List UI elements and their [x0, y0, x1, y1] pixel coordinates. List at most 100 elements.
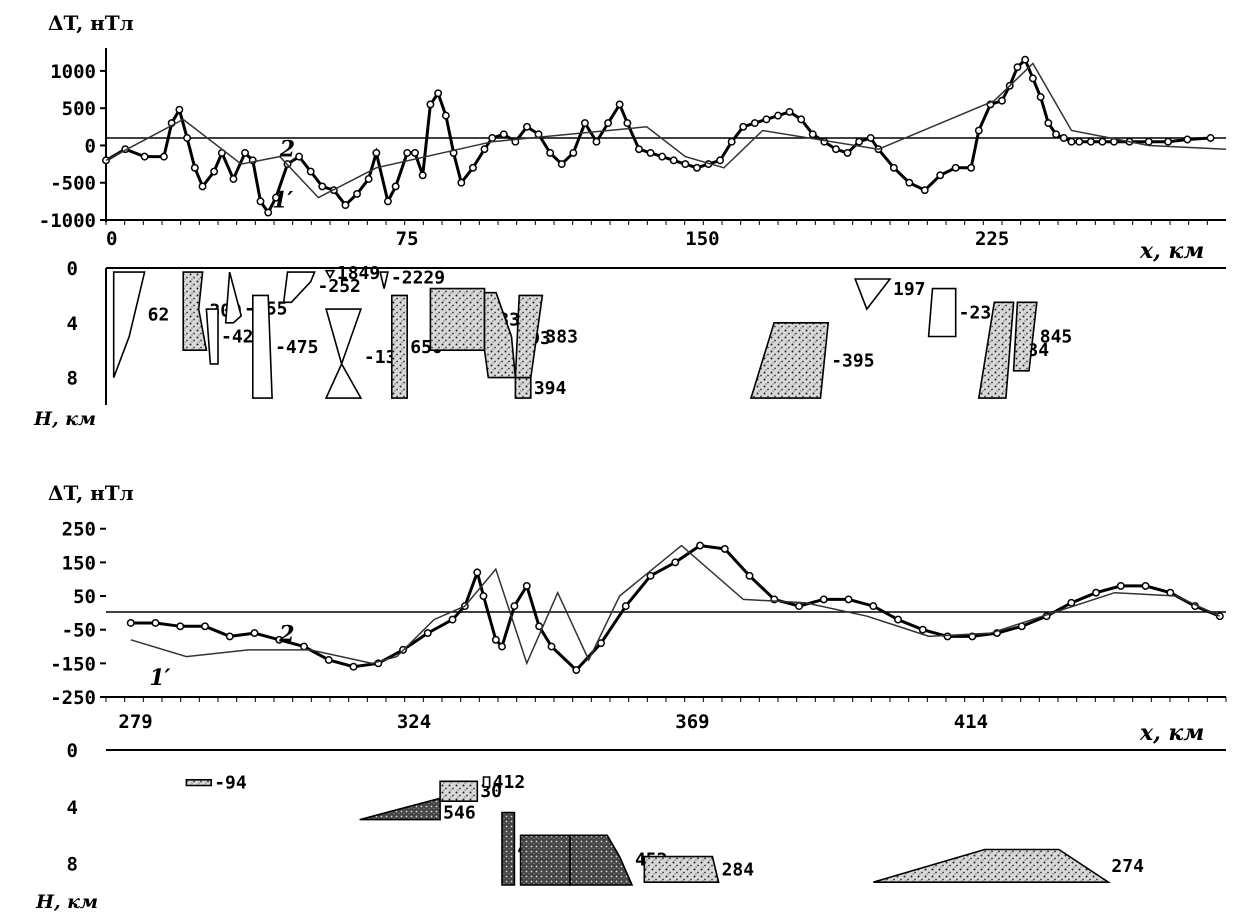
observed-point — [403, 148, 412, 157]
observed-point — [951, 163, 960, 172]
body-label: 197 — [893, 279, 926, 300]
depth-tick-label: 0 — [67, 258, 78, 280]
observed-point — [510, 602, 519, 611]
source-body — [873, 848, 1112, 884]
x-tick-label: 279 — [118, 711, 152, 733]
body-label: -475 — [275, 337, 318, 358]
body-label: -252 — [318, 276, 361, 297]
observed-point — [669, 156, 678, 165]
observed-point — [869, 602, 878, 611]
top-depth-axis-label: H, км — [33, 408, 96, 430]
observed-point — [523, 122, 531, 131]
observed-point — [140, 152, 149, 161]
depth-tick-label: 0 — [67, 740, 78, 762]
observed-point — [300, 642, 308, 651]
observed-point — [1044, 119, 1053, 128]
source-body — [359, 797, 441, 821]
observed-point — [623, 119, 632, 128]
observed-point — [175, 105, 184, 114]
body-label: 412 — [493, 772, 526, 793]
x-tick-label: 150 — [685, 228, 719, 250]
observed-point — [1206, 134, 1215, 142]
source-body — [112, 271, 146, 378]
top-y-ticks: 1000 500 0 -500 -1000 — [39, 61, 106, 232]
x-tick-label: 0 — [106, 228, 117, 250]
observed-point — [198, 182, 207, 191]
observed-point — [176, 622, 185, 631]
observed-point — [557, 160, 566, 169]
top-bodies: 62309-426-255-475-2521849-136-2229650283… — [112, 263, 1073, 399]
observed-point — [844, 595, 853, 604]
top-depth-ticks: 0 4 8 — [67, 258, 78, 390]
observed-point — [569, 148, 578, 157]
observed-point — [604, 119, 613, 128]
observed-point — [795, 602, 803, 611]
observed-point — [998, 96, 1006, 105]
model-curve — [130, 544, 1221, 666]
observed-point — [658, 152, 667, 161]
observed-curve — [130, 544, 1221, 673]
source-body — [429, 287, 486, 352]
observed-point — [488, 134, 497, 142]
observed-point — [151, 619, 160, 627]
source-body — [182, 271, 208, 352]
observed-point — [974, 126, 983, 135]
body-label: -395 — [831, 350, 874, 371]
observed-point — [745, 571, 754, 580]
depth-tick-label: 8 — [67, 854, 78, 876]
observed-point — [126, 619, 135, 627]
observed-point — [1067, 598, 1076, 607]
observed-point — [918, 625, 927, 634]
observed-point — [819, 595, 828, 604]
observed-point — [468, 163, 477, 172]
observed-point — [797, 115, 806, 124]
observed-point — [1086, 137, 1095, 146]
source-body — [569, 834, 634, 886]
observed-point — [448, 615, 457, 624]
source-body — [854, 278, 892, 311]
observed-point — [1141, 581, 1150, 590]
observed-point — [774, 111, 782, 120]
observed-point — [720, 544, 729, 553]
bottom-depth-axis-label: H, км — [35, 891, 98, 913]
observed-point — [353, 189, 361, 198]
source-body — [324, 308, 363, 399]
observed-point — [190, 163, 199, 172]
y-tick-label: 1000 — [50, 61, 96, 83]
top-x-axis-label: x, км — [1139, 238, 1204, 264]
observed-point — [1036, 93, 1045, 101]
bottom-depth-ticks: 0 4 8 — [67, 740, 78, 876]
bottom-x-axis-label: x, км — [1139, 720, 1204, 746]
observed-point — [473, 568, 482, 577]
source-body — [643, 855, 720, 884]
observed-point — [1092, 588, 1101, 597]
observed-point — [905, 178, 914, 187]
body-label: 845 — [1040, 327, 1073, 348]
observed-point — [418, 171, 427, 180]
source-body — [514, 294, 544, 379]
observed-point — [1116, 581, 1125, 590]
source-body — [977, 301, 1015, 399]
observed-point — [1028, 74, 1037, 83]
body-label: 394 — [534, 378, 567, 399]
observed-point — [1144, 137, 1153, 146]
observed-point — [306, 167, 315, 176]
observed-point — [264, 208, 273, 217]
observed-point — [1052, 130, 1061, 139]
observed-point — [936, 171, 945, 180]
source-body — [1012, 301, 1038, 372]
bottom-bodies: -9454630412482476452284274 — [185, 772, 1144, 886]
observed-point — [843, 148, 852, 157]
observed-point — [716, 156, 725, 165]
observed-point — [426, 100, 435, 109]
curve-label: 2 — [279, 137, 295, 163]
observed-point — [341, 201, 350, 210]
observed-point — [831, 145, 840, 154]
observed-point — [1013, 63, 1022, 72]
observed-point — [479, 592, 488, 600]
bottom-panel: ΔT, нТл x, км H, км 25015050-50-150-250 … — [35, 481, 1227, 913]
observed-point — [295, 152, 304, 161]
source-body — [519, 834, 571, 886]
observed-point — [696, 541, 704, 550]
